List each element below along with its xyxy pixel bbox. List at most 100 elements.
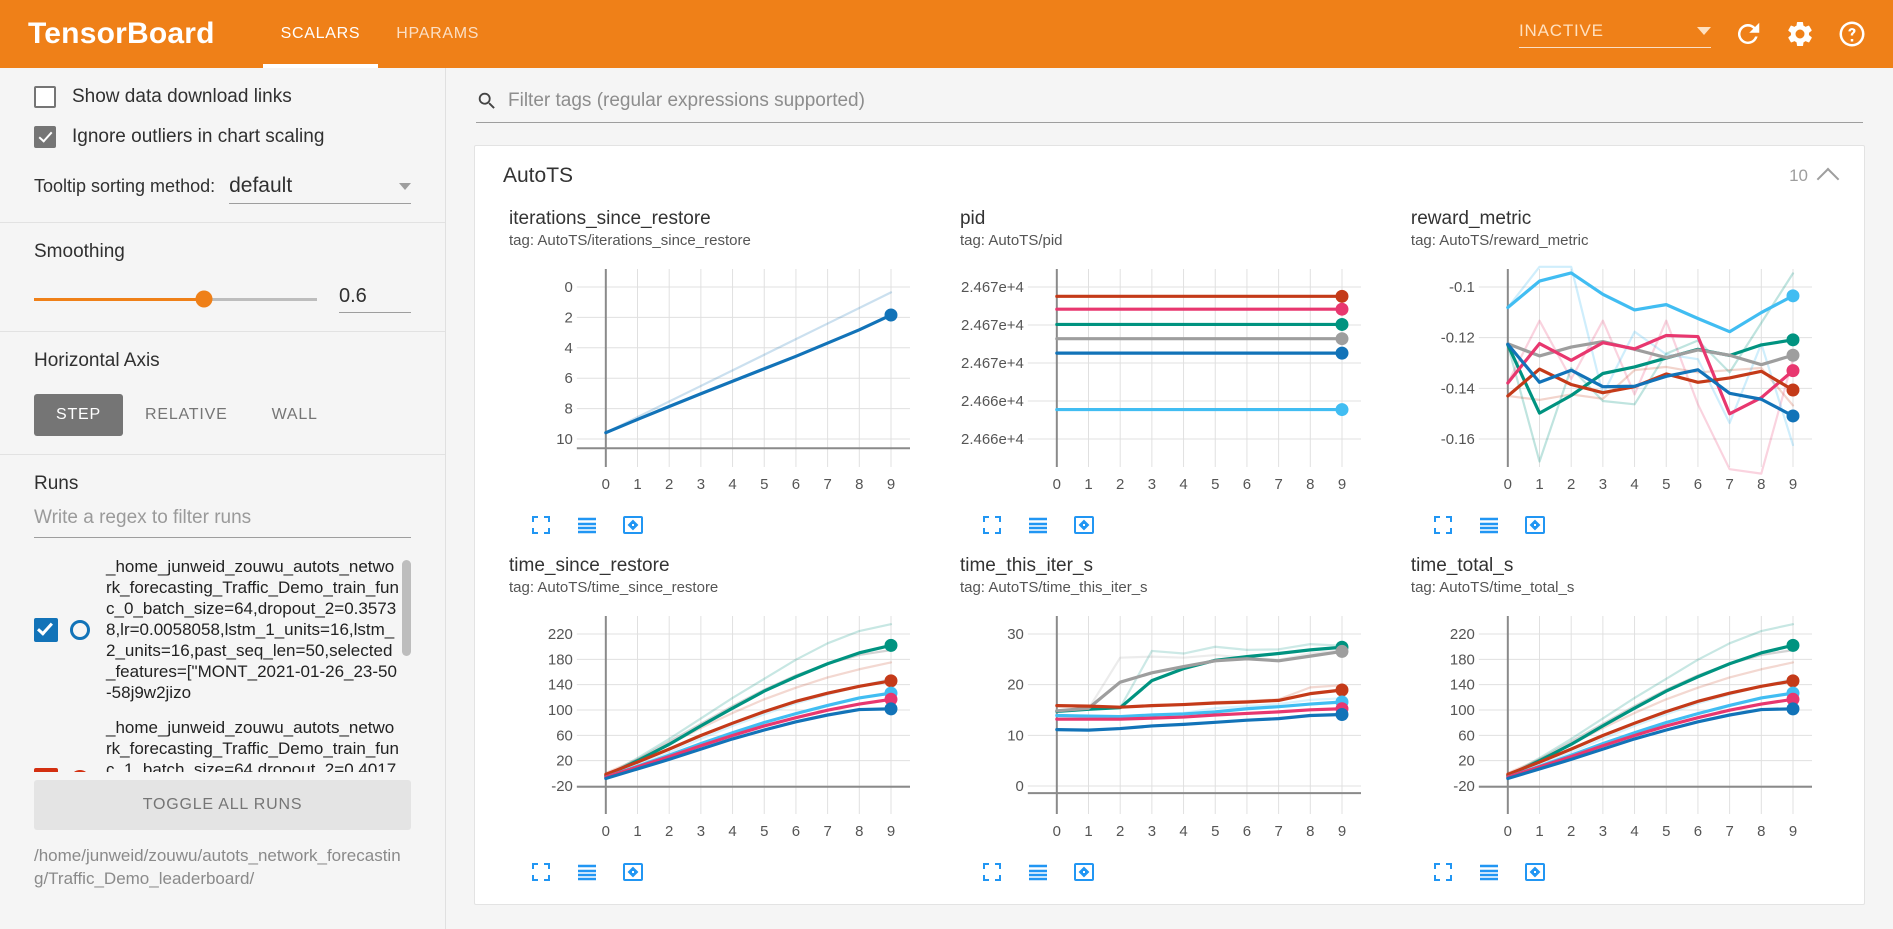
status-dropdown[interactable]: INACTIVE xyxy=(1519,21,1711,48)
svg-text:6: 6 xyxy=(1694,823,1702,840)
chart-card: time_total_s tag: AutoTS/time_total_s 0 1 2 3… xyxy=(1395,545,1846,892)
smoothing-slider-knob[interactable] xyxy=(195,290,213,308)
svg-text:2: 2 xyxy=(665,823,673,840)
expand-icon[interactable] xyxy=(980,860,1004,884)
svg-text:5: 5 xyxy=(1211,823,1219,840)
expand-icon[interactable] xyxy=(1431,860,1455,884)
horizontal-axis-options: STEP RELATIVE WALL xyxy=(34,394,411,436)
run-checkbox[interactable] xyxy=(34,768,58,772)
runs-list: _home_junweid_zouwu_autots_network_forec… xyxy=(34,556,411,772)
svg-text:3: 3 xyxy=(1599,476,1607,493)
svg-text:2: 2 xyxy=(1567,476,1575,493)
chart-plot[interactable]: 0 1 2 3 4 5 6 7 8 9 220 180 140 100 60 20 -20 xyxy=(509,606,928,854)
svg-text:100: 100 xyxy=(548,702,573,719)
reset-axes-icon[interactable] xyxy=(621,513,645,537)
svg-text:30: 30 xyxy=(1007,626,1024,643)
tab-hparams[interactable]: HPARAMS xyxy=(396,25,480,42)
data-table-icon[interactable] xyxy=(1477,860,1501,884)
svg-text:7: 7 xyxy=(1725,476,1733,493)
expand-icon[interactable] xyxy=(1431,513,1455,537)
chart-toolbar xyxy=(1411,860,1830,884)
status-value: INACTIVE xyxy=(1519,20,1604,40)
show-download-links-checkbox[interactable] xyxy=(34,86,56,108)
tag-filter-input[interactable]: Filter tags (regular expressions support… xyxy=(508,90,865,111)
run-color-circle xyxy=(70,619,90,640)
tag-group-title: AutoTS xyxy=(503,164,574,187)
charts-grid: iterations_since_restore tag: AutoTS/iter… xyxy=(475,198,1864,892)
runs-scrollbar[interactable] xyxy=(402,560,411,656)
tooltip-sorting-select[interactable]: default xyxy=(229,174,411,204)
smoothing-title: Smoothing xyxy=(34,241,125,262)
smoothing-slider[interactable] xyxy=(34,290,317,308)
chart-plot[interactable]: 0 1 2 3 4 5 6 7 8 9 0 2 4 6 8 10 xyxy=(509,259,928,507)
svg-text:-20: -20 xyxy=(551,778,573,795)
show-download-links-row[interactable]: Show data download links xyxy=(34,86,411,108)
runs-filter-input[interactable]: Write a regex to filter runs xyxy=(34,507,411,538)
tag-filter-row[interactable]: Filter tags (regular expressions support… xyxy=(476,90,1863,123)
reset-axes-icon[interactable] xyxy=(1072,860,1096,884)
svg-text:220: 220 xyxy=(548,626,573,643)
reset-axes-icon[interactable] xyxy=(1523,860,1547,884)
svg-text:0: 0 xyxy=(565,279,573,296)
run-list-item[interactable]: _home_junweid_zouwu_autots_network_forec… xyxy=(34,556,399,703)
axis-option-step[interactable]: STEP xyxy=(34,394,123,436)
data-table-icon[interactable] xyxy=(1026,860,1050,884)
chart-plot[interactable]: 0 1 2 3 4 5 6 7 8 9 30 20 10 0 xyxy=(960,606,1379,854)
tab-scalars[interactable]: SCALARS xyxy=(262,0,379,68)
refresh-icon[interactable] xyxy=(1733,19,1763,49)
main-tabs: SCALARS HPARAMS xyxy=(262,0,497,68)
chevron-up-icon[interactable] xyxy=(1816,167,1840,191)
ignore-outliers-row[interactable]: Ignore outliers in chart scaling xyxy=(34,126,411,148)
data-table-icon[interactable] xyxy=(575,860,599,884)
toggle-all-runs-button[interactable]: TOGGLE ALL RUNS xyxy=(34,780,411,830)
tooltip-sorting-row: Tooltip sorting method: default xyxy=(34,174,411,204)
svg-text:20: 20 xyxy=(1458,753,1475,770)
runs-title: Runs xyxy=(34,473,79,494)
app-header: TensorBoard SCALARS HPARAMS INACTIVE xyxy=(0,0,1893,68)
svg-text:0: 0 xyxy=(1015,778,1023,795)
tag-group-card: AutoTS 10 iterations_since_restore tag: A… xyxy=(474,145,1865,905)
ignore-outliers-checkbox[interactable] xyxy=(34,126,56,148)
axis-option-wall[interactable]: WALL xyxy=(271,406,318,423)
reset-axes-icon[interactable] xyxy=(1523,513,1547,537)
reset-axes-icon[interactable] xyxy=(1072,513,1096,537)
help-icon[interactable] xyxy=(1837,19,1867,49)
expand-icon[interactable] xyxy=(980,513,1004,537)
svg-text:4: 4 xyxy=(1179,476,1187,493)
axis-option-relative[interactable]: RELATIVE xyxy=(145,406,228,423)
data-table-icon[interactable] xyxy=(1026,513,1050,537)
tag-group-count: 10 xyxy=(1789,166,1808,185)
svg-text:0: 0 xyxy=(1504,476,1512,493)
chart-plot[interactable]: 0 1 2 3 4 5 6 7 8 9 2.467e+4 2.467e+4 2.467e+4 2.466e… xyxy=(960,259,1379,507)
run-checkbox[interactable] xyxy=(34,617,58,642)
svg-text:7: 7 xyxy=(823,476,831,493)
svg-text:4: 4 xyxy=(565,340,573,357)
smoothing-value-input[interactable]: 0.6 xyxy=(339,285,411,313)
tag-group-header[interactable]: AutoTS 10 xyxy=(475,146,1864,198)
svg-text:5: 5 xyxy=(760,476,768,493)
chart-toolbar xyxy=(509,513,928,537)
svg-text:1: 1 xyxy=(633,823,641,840)
svg-text:-0.16: -0.16 xyxy=(1441,431,1475,448)
data-table-icon[interactable] xyxy=(575,513,599,537)
svg-text:4: 4 xyxy=(728,823,736,840)
search-icon xyxy=(478,92,495,109)
gear-icon[interactable] xyxy=(1785,19,1815,49)
svg-text:7: 7 xyxy=(823,823,831,840)
expand-icon[interactable] xyxy=(529,860,553,884)
svg-text:4: 4 xyxy=(728,476,736,493)
expand-icon[interactable] xyxy=(529,513,553,537)
svg-text:9: 9 xyxy=(1789,476,1797,493)
chart-plot[interactable]: 0 1 2 3 4 5 6 7 8 9 -0.1 -0.12 -0.14 -0.16 xyxy=(1411,259,1830,507)
reset-axes-icon[interactable] xyxy=(621,860,645,884)
svg-text:7: 7 xyxy=(1725,823,1733,840)
sidebar: Show data download links Ignore outliers… xyxy=(0,68,446,929)
chart-title: time_total_s xyxy=(1410,555,1514,576)
chart-plot[interactable]: 0 1 2 3 4 5 6 7 8 9 220 180 140 100 60 20 -20 xyxy=(1411,606,1830,854)
run-list-item[interactable]: _home_junweid_zouwu_autots_network_forec… xyxy=(34,717,399,772)
chart-card: iterations_since_restore tag: AutoTS/iter… xyxy=(493,198,944,545)
svg-text:100: 100 xyxy=(1450,702,1475,719)
svg-text:-20: -20 xyxy=(1453,778,1475,795)
data-table-icon[interactable] xyxy=(1477,513,1501,537)
svg-text:0: 0 xyxy=(1504,823,1512,840)
